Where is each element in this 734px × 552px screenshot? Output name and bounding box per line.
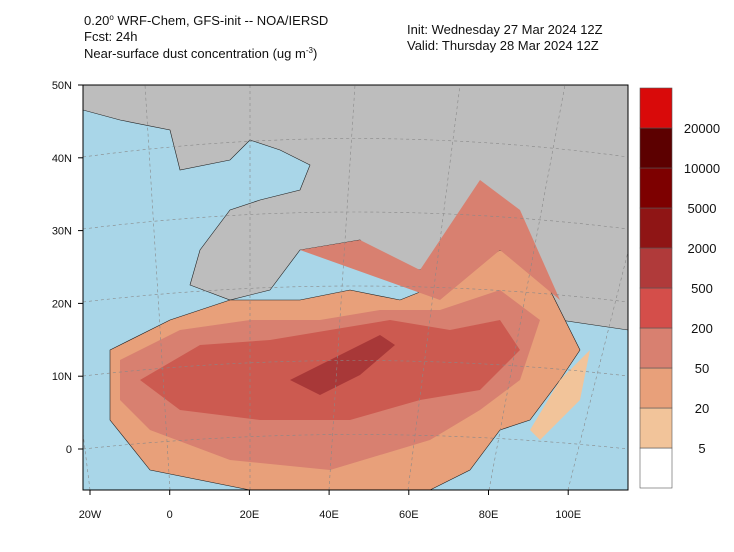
field-title-sup: -3 bbox=[306, 46, 314, 55]
dust-50-north bbox=[300, 180, 560, 300]
colorbar-label: 2000 bbox=[688, 241, 717, 256]
colorbar-box bbox=[639, 287, 673, 329]
lon-label: 80E bbox=[479, 509, 499, 521]
map bbox=[82, 84, 629, 491]
init-time: Init: Wednesday 27 Mar 2024 12Z bbox=[407, 22, 603, 37]
colorbar-label: 5 bbox=[698, 441, 705, 456]
axis-labels: 50N 40N 30N 20N 10N 0 20W 0 20E 40E 60E 80E 100E bbox=[52, 80, 581, 521]
colorbar-box bbox=[639, 407, 673, 449]
map-frame bbox=[82, 84, 629, 491]
colorbar-box bbox=[639, 247, 673, 289]
graticule bbox=[83, 85, 628, 490]
model-title: 0.20o WRF-Chem, GFS-init -- NOA/IERSD bbox=[84, 13, 328, 28]
lat-label: 0 bbox=[66, 444, 72, 456]
field-title: Near-surface dust concentration (ug m-3) bbox=[84, 46, 317, 61]
colorbar-label: 20000 bbox=[684, 121, 720, 136]
model-title-deg: o bbox=[109, 13, 114, 22]
lon-label: 20E bbox=[240, 509, 260, 521]
lon-label: 20W bbox=[79, 509, 102, 521]
field-title-b: ) bbox=[313, 46, 317, 61]
colorbar-label: 20 bbox=[695, 401, 709, 416]
field-title-a: Near-surface dust concentration (ug m bbox=[84, 46, 306, 61]
dust-5 bbox=[530, 350, 590, 440]
colorbar-box bbox=[639, 127, 673, 169]
lat-label: 10N bbox=[52, 371, 72, 383]
valid-time: Valid: Thursday 28 Mar 2024 12Z bbox=[407, 38, 599, 53]
colorbar-box bbox=[639, 87, 673, 129]
lon-label: 0 bbox=[167, 509, 173, 521]
lon-label: 40E bbox=[319, 509, 339, 521]
lat-label: 30N bbox=[52, 226, 72, 238]
colorbar-box bbox=[639, 447, 673, 489]
lon-label: 60E bbox=[399, 509, 419, 521]
lat-label: 20N bbox=[52, 298, 72, 310]
colorbar-label: 50 bbox=[695, 361, 709, 376]
colorbar-label: 10000 bbox=[684, 161, 720, 176]
colorbar-label: 200 bbox=[691, 321, 713, 336]
colorbar-box bbox=[639, 327, 673, 369]
lat-label: 50N bbox=[52, 80, 72, 92]
colorbar-label: 500 bbox=[691, 281, 713, 296]
dust-500 bbox=[290, 335, 395, 395]
colorbar: 5 20 50 200 500 2000 5000 10000 20000 bbox=[639, 87, 720, 489]
colorbar-label: 5000 bbox=[688, 201, 717, 216]
colorbar-box bbox=[639, 167, 673, 209]
forecast: Fcst: 24h bbox=[84, 29, 137, 44]
colorbar-box bbox=[639, 367, 673, 409]
lat-label: 40N bbox=[52, 153, 72, 165]
model-title-a: 0.20 bbox=[84, 13, 109, 28]
lon-label: 100E bbox=[555, 509, 581, 521]
colorbar-box bbox=[639, 207, 673, 249]
model-title-b: WRF-Chem, GFS-init -- NOA/IERSD bbox=[114, 13, 329, 28]
